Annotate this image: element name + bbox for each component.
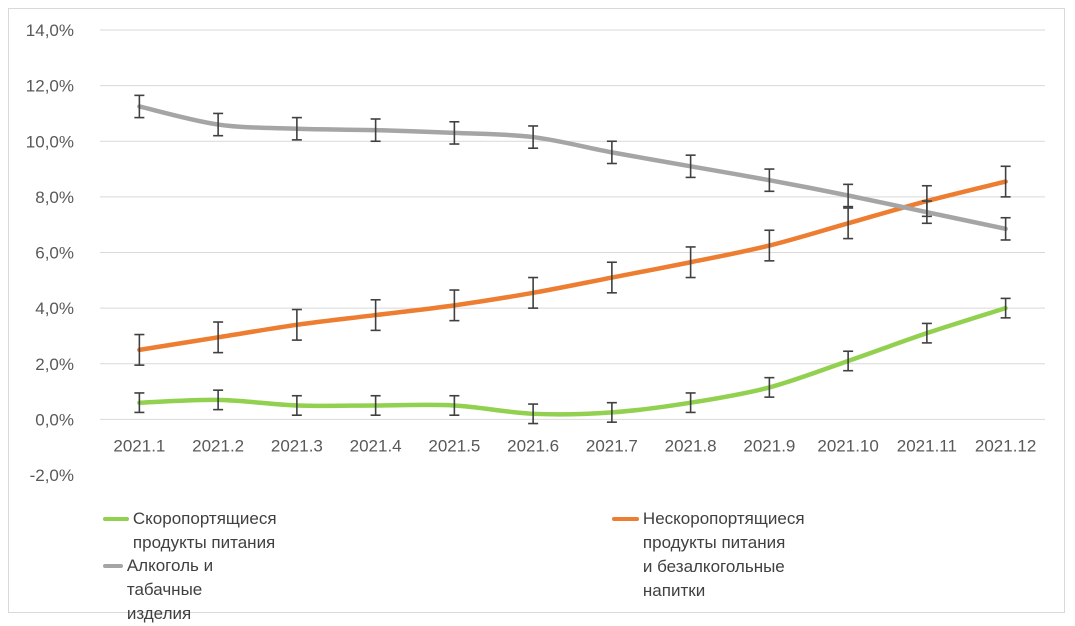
gridlines <box>100 29 1045 420</box>
error-bar <box>921 322 932 344</box>
error-bars <box>134 94 1011 425</box>
error-bar <box>921 200 932 225</box>
error-bar <box>291 394 302 417</box>
error-bar <box>213 112 224 137</box>
error-bar <box>764 229 775 262</box>
error-bar <box>606 401 617 423</box>
x-tick-label: 2021.10 <box>817 436 878 455</box>
x-tick-label: 2021.7 <box>586 436 638 455</box>
error-bar <box>843 207 854 240</box>
y-axis-tick-labels: -2,0% 0,0% 2,0% 4,0% 6,0% 8,0% 10,0% 12,0% 14,0% <box>26 21 74 485</box>
x-tick-label: 2021.3 <box>271 436 323 455</box>
y-tick-label: 0,0% <box>35 410 74 429</box>
error-bar <box>528 276 539 309</box>
error-bar <box>213 389 224 411</box>
y-tick-label: 10,0% <box>26 132 74 151</box>
legend-label-nonperishable-line2: и безалкогольные напитки <box>642 557 785 600</box>
y-tick-label: 14,0% <box>26 21 74 40</box>
legend-swatch-nonperishable <box>612 517 639 521</box>
error-bar <box>764 168 775 193</box>
series-lines <box>137 104 1008 417</box>
x-tick-label: 2021.2 <box>192 436 244 455</box>
y-tick-label: 8,0% <box>35 188 74 207</box>
error-bar <box>213 321 224 354</box>
y-tick-label: 4,0% <box>35 299 74 318</box>
y-tick-label: 12,0% <box>26 77 74 96</box>
error-bar <box>764 376 775 398</box>
y-tick-label: 2,0% <box>35 355 74 374</box>
y-tick-label: -2,0% <box>30 466 74 485</box>
legend-swatch-perishable <box>103 517 129 521</box>
error-bar <box>685 246 696 279</box>
error-bar <box>291 308 302 341</box>
series-line-2 <box>137 104 1008 232</box>
error-bar <box>134 333 145 366</box>
error-bar <box>528 403 539 425</box>
error-bar <box>291 116 302 141</box>
legend-item-perishable: Скоропортящиеся продукты питания <box>103 507 297 555</box>
series-line-1 <box>137 179 1008 353</box>
x-tick-label: 2021.11 <box>897 436 957 455</box>
error-bar <box>528 125 539 150</box>
x-tick-label: 2021.4 <box>350 436 402 455</box>
error-bar <box>1000 297 1011 319</box>
legend-label-perishable: Скоропортящиеся продукты питания <box>132 509 277 552</box>
legend-label-nonperishable-line1: Нескоропортящиеся продукты питания <box>642 509 805 552</box>
x-tick-label: 2021.5 <box>428 436 480 455</box>
error-bar <box>606 261 617 294</box>
error-bar <box>843 350 854 372</box>
legend-label-nonperishable: Нескоропортящиеся продукты питания и без… <box>643 507 824 603</box>
error-bar <box>370 118 381 143</box>
series-line-0 <box>137 305 1008 417</box>
error-bar <box>449 120 460 145</box>
x-tick-label: 2021.6 <box>507 436 559 455</box>
error-bar <box>685 392 696 414</box>
error-bar <box>370 394 381 417</box>
error-bar <box>1000 216 1011 241</box>
chart-frame <box>8 8 1065 613</box>
error-bar <box>1000 165 1011 198</box>
legend-item-alcohol: Алкоголь и табачные изделия <box>103 554 228 626</box>
error-bar <box>685 154 696 179</box>
error-bar <box>843 183 854 208</box>
legend-swatch-alcohol <box>103 564 123 568</box>
x-tick-label: 2021.9 <box>743 436 795 455</box>
x-axis-tick-labels: 2021.1 2021.2 2021.3 2021.4 2021.5 2021.6 2021… <box>113 436 1036 455</box>
error-bar <box>134 392 145 414</box>
legend-item-nonperishable: Нескоропортящиеся продукты питания и без… <box>612 507 824 603</box>
x-tick-label: 2021.8 <box>665 436 717 455</box>
error-bar <box>449 289 460 322</box>
x-tick-label: 2021.12 <box>975 436 1036 455</box>
x-tick-label: 2021.1 <box>113 436 165 455</box>
y-tick-label: 6,0% <box>35 244 74 263</box>
error-bar <box>606 140 617 165</box>
error-bar <box>370 298 381 332</box>
error-bar <box>449 394 460 417</box>
legend-label-alcohol: Алкоголь и табачные изделия <box>126 556 214 623</box>
error-bar <box>134 94 145 119</box>
